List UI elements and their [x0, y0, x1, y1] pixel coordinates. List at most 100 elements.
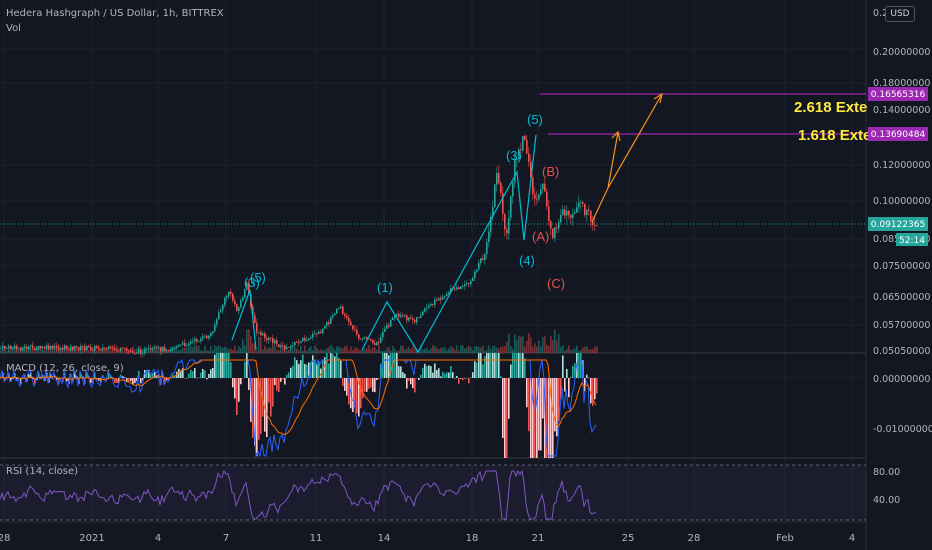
- macd-hist-bar: [492, 353, 494, 378]
- projection-arrows[interactable]: [591, 92, 663, 223]
- volume-bar: [254, 343, 256, 353]
- macd-hist-bar: [186, 377, 188, 379]
- candle-body: [276, 340, 278, 345]
- candle-body: [34, 347, 36, 350]
- macd-hist-bar: [290, 367, 292, 378]
- candle-body: [492, 206, 494, 218]
- candle-body: [246, 282, 248, 290]
- rsi-legend[interactable]: RSI (14, close): [6, 466, 79, 477]
- macd-hist-bar: [76, 376, 78, 378]
- svg-text:0.13690484: 0.13690484: [871, 130, 926, 140]
- candle-body: [256, 322, 258, 333]
- candle-body: [534, 194, 536, 199]
- rsi-line: [0, 469, 597, 520]
- candle-body: [260, 332, 262, 336]
- volume-bar: [446, 350, 448, 353]
- volume-bar: [336, 346, 338, 353]
- macd-hist-bar: [510, 364, 512, 378]
- volume-bar: [580, 350, 582, 353]
- candle-body: [134, 353, 136, 354]
- impulse-wave-line[interactable]: [361, 134, 537, 354]
- wave-label-left-3: (3): [244, 275, 260, 290]
- volume-bar: [486, 349, 488, 353]
- volume-bar: [298, 350, 300, 353]
- candle-body: [66, 345, 68, 349]
- candle-body: [510, 196, 512, 218]
- candle-body: [252, 306, 254, 316]
- macd-hist-bar: [248, 378, 250, 391]
- macd-hist-bar: [388, 355, 390, 378]
- volume-bar: [6, 350, 8, 353]
- macd-hist-bar: [462, 378, 464, 381]
- candle-body: [576, 207, 578, 213]
- volume-legend[interactable]: Vol: [6, 23, 21, 34]
- macd-hist-bar: [134, 378, 136, 384]
- volume-bar: [484, 350, 486, 353]
- volume-bar: [222, 347, 224, 353]
- wave-left-line[interactable]: [231, 289, 257, 351]
- candle-body: [26, 346, 28, 350]
- macd-hist-bar: [312, 355, 314, 378]
- volume-bar: [380, 350, 382, 353]
- candle-body: [372, 340, 374, 344]
- currency-badge[interactable]: USD: [885, 6, 915, 22]
- rsi-tick-label: 40.00: [873, 495, 900, 506]
- candle-body: [368, 338, 370, 340]
- price-tick-label: 0.2: [873, 8, 888, 19]
- volume-bar: [246, 329, 248, 353]
- macd-hist-bar: [326, 353, 328, 378]
- rsi-axis[interactable]: 80.00 40.00: [873, 467, 900, 506]
- candle-body: [182, 342, 184, 345]
- candle-body: [248, 282, 250, 294]
- macd-hist-bar: [90, 378, 92, 383]
- candle-body: [254, 315, 256, 323]
- candle-body: [410, 317, 412, 319]
- macd-hist-bar: [152, 372, 154, 378]
- macd-hist-bar: [208, 374, 210, 378]
- volume-bar: [0, 349, 2, 353]
- macd-hist-bar: [536, 378, 538, 458]
- macd-hist-bar: [526, 378, 528, 408]
- candle-body: [402, 315, 404, 317]
- candle-body: [122, 348, 124, 349]
- candle-body: [198, 341, 200, 342]
- candle-body: [462, 285, 464, 287]
- candle-body: [2, 345, 4, 348]
- macd-hist-bar: [460, 378, 462, 379]
- volume-bar: [388, 346, 390, 353]
- volume-bar: [438, 349, 440, 353]
- macd-axis[interactable]: 0.00000000 -0.01000000: [873, 374, 932, 435]
- macd-legend[interactable]: MACD (12, 26, close, 9): [6, 363, 124, 374]
- volume-bar: [434, 345, 436, 353]
- volume-bar: [186, 348, 188, 353]
- macd-hist-bar: [230, 362, 232, 378]
- candle-body: [286, 347, 288, 350]
- volume-bar: [344, 346, 346, 353]
- wave-labels[interactable]: (3) (5) (1) (3) (4) (5) (A) (B) (C): [244, 112, 565, 295]
- volume-bar: [358, 349, 360, 353]
- volume-bar: [402, 345, 404, 353]
- candle-body: [594, 224, 596, 226]
- macd-hist-bar: [432, 372, 434, 378]
- candle-body: [110, 346, 112, 348]
- candle-body: [302, 338, 304, 342]
- volume-bar: [366, 348, 368, 353]
- macd-hist-bar: [4, 378, 6, 382]
- candle-body: [344, 314, 346, 316]
- volume-bar: [210, 345, 212, 353]
- candle-body: [524, 135, 526, 140]
- candle-body: [224, 297, 226, 305]
- volume-bar: [30, 348, 32, 353]
- time-axis[interactable]: 28 2021 4 7 11 14 18 21 25 28 Feb 4: [0, 533, 855, 544]
- macd-hist-bar: [250, 378, 252, 422]
- symbol-legend[interactable]: Hedera Hashgraph / US Dollar, 1h, BITTRE…: [6, 8, 224, 19]
- candle-body: [320, 331, 322, 334]
- macd-hist-bar: [156, 375, 158, 378]
- macd-hist-bar: [386, 353, 388, 378]
- macd-hist-bar: [104, 377, 106, 379]
- candle-body: [432, 304, 434, 305]
- candle-body: [330, 317, 332, 324]
- volume-bar: [574, 348, 576, 353]
- volume-bar: [200, 350, 202, 353]
